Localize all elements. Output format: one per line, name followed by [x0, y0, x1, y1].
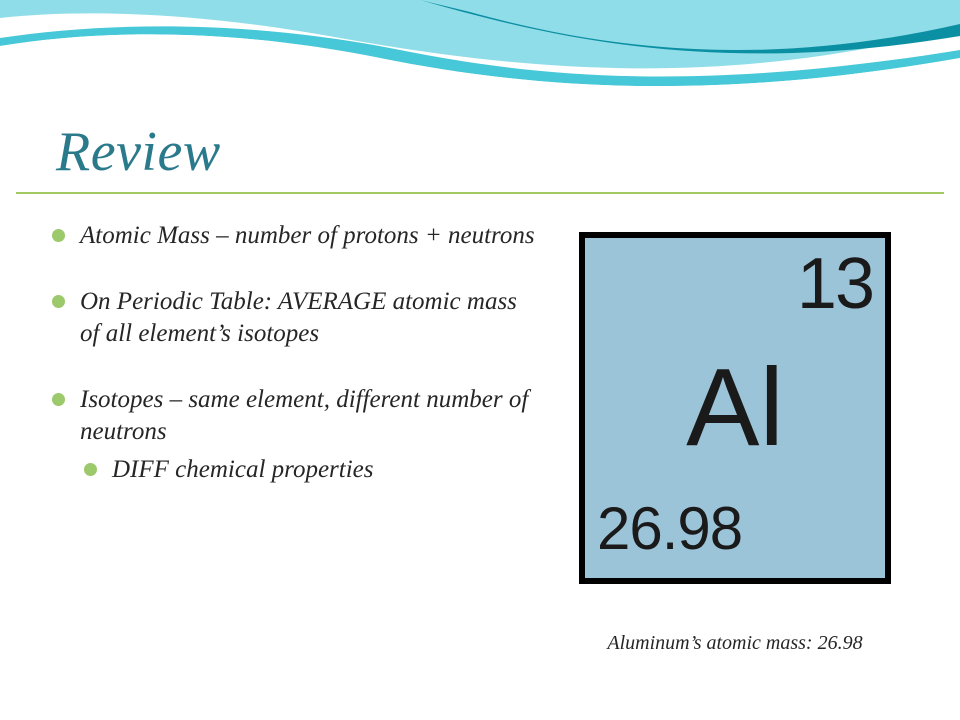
- atomic-mass: 26.98: [597, 502, 873, 556]
- bullet-text: Isotopes – same element, different numbe…: [80, 386, 528, 445]
- bullet-item: Isotopes – same element, different numbe…: [48, 384, 538, 486]
- bullet-item: On Periodic Table: AVERAGE atomic mass o…: [48, 286, 538, 350]
- content-area: Atomic Mass – number of protons + neutro…: [48, 220, 912, 700]
- bullet-text: Atomic Mass – number of protons + neutro…: [80, 222, 535, 249]
- element-symbol: Al: [597, 358, 873, 457]
- sub-bullet-list: DIFF chemical properties: [80, 454, 538, 486]
- element-tile: 13 Al 26.98: [585, 238, 885, 578]
- bullet-column: Atomic Mass – number of protons + neutro…: [48, 220, 548, 700]
- atomic-number: 13: [597, 252, 873, 317]
- figure-caption: Aluminum’s atomic mass: 26.98: [607, 632, 862, 655]
- element-tile-frame: 13 Al 26.98: [579, 232, 891, 584]
- bullet-text: On Periodic Table: AVERAGE atomic mass o…: [80, 288, 517, 347]
- slide-title: Review: [56, 120, 221, 184]
- sub-bullet-item: DIFF chemical properties: [80, 454, 538, 486]
- bullet-list: Atomic Mass – number of protons + neutro…: [48, 220, 538, 486]
- title-underline: [16, 192, 944, 194]
- decorative-swoosh: [0, 0, 960, 110]
- bullet-item: Atomic Mass – number of protons + neutro…: [48, 220, 538, 252]
- figure-column: 13 Al 26.98 Aluminum’s atomic mass: 26.9…: [548, 220, 912, 700]
